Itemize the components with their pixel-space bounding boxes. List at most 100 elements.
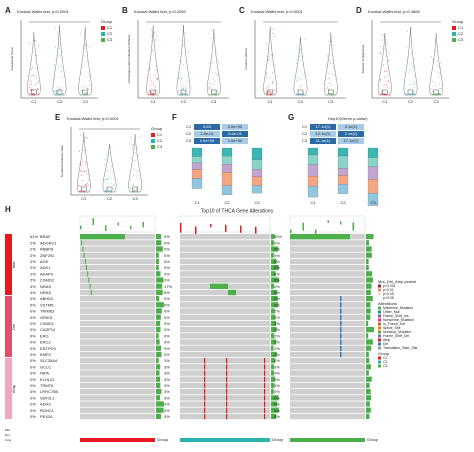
row-bar	[366, 395, 372, 401]
x-tick-label: C2	[107, 196, 113, 201]
y-axis-label: Aneuploidy Score	[10, 47, 14, 71]
legend-swatch	[101, 32, 105, 36]
point	[155, 39, 157, 41]
pct-label: 2%	[30, 278, 36, 283]
stack-segment	[251, 176, 263, 186]
point	[87, 184, 89, 186]
top-bar	[117, 222, 119, 226]
alteration	[264, 407, 266, 413]
section-label: Amp	[11, 384, 16, 393]
gene-label: SLC35A4	[40, 358, 58, 363]
legend-label: Del	[383, 342, 388, 346]
legend-label: C3	[157, 144, 163, 149]
row-bar	[271, 283, 274, 289]
cell-row	[80, 283, 155, 289]
point	[332, 94, 334, 96]
violin	[27, 32, 41, 96]
point	[131, 184, 133, 186]
point	[267, 60, 269, 62]
point	[56, 86, 58, 88]
row-bar	[156, 382, 161, 388]
point	[405, 93, 407, 95]
row-bar	[366, 364, 371, 370]
pct-label: 2%	[30, 265, 36, 270]
pct-label: 0%	[30, 414, 36, 419]
group-label: Group	[367, 437, 379, 442]
point	[87, 85, 89, 87]
legend-label: Frame_Shift_Del	[383, 334, 409, 338]
row-bar	[366, 308, 371, 314]
point	[34, 94, 36, 96]
point	[264, 92, 266, 94]
point	[55, 59, 57, 61]
point	[84, 92, 86, 94]
cell-row	[180, 364, 270, 370]
point	[80, 164, 82, 166]
pct-label: 0%	[30, 333, 36, 338]
cell-row	[180, 265, 270, 271]
legend-label: Splice_Site	[383, 326, 401, 330]
point	[130, 138, 132, 140]
pct-label: 0%	[164, 265, 170, 270]
point	[132, 144, 134, 146]
cell-row	[290, 401, 365, 407]
row-bar	[271, 395, 279, 401]
gene-label: GRIK3	[40, 315, 53, 320]
cell-row	[80, 345, 155, 351]
point	[60, 66, 62, 68]
pct-label: 61%	[30, 234, 38, 239]
point	[328, 72, 330, 74]
point	[59, 88, 61, 90]
x-tick-label: C1	[81, 196, 87, 201]
point	[87, 191, 89, 193]
x-tick-label: C2	[298, 99, 304, 104]
point	[302, 74, 304, 76]
legend-label: Missense_Mutation	[383, 306, 413, 310]
alteration	[90, 289, 92, 296]
table-cell	[338, 131, 364, 137]
cell-row	[80, 271, 155, 277]
point	[300, 69, 302, 71]
stack-segment	[367, 193, 379, 206]
point	[137, 147, 139, 149]
pct-label: 0%	[164, 315, 170, 320]
test-label: Kruskal-Wallis test, p<0.0001	[67, 116, 120, 121]
group-bar	[80, 438, 155, 442]
panel-label: E	[55, 113, 61, 122]
legend-swatch	[378, 322, 381, 326]
point	[87, 88, 89, 90]
row-bar	[271, 308, 275, 314]
pct-label: 5%	[164, 290, 170, 295]
point	[83, 140, 85, 142]
row-bar	[271, 296, 278, 302]
stack-segment	[337, 147, 349, 157]
point	[329, 79, 331, 81]
legend-label: C3	[383, 364, 388, 368]
point	[408, 69, 410, 71]
point	[267, 58, 269, 60]
point	[329, 62, 331, 64]
legend-label: p>0.05	[383, 296, 394, 300]
cell-row	[80, 252, 155, 258]
cell-row	[290, 314, 365, 320]
alteration	[340, 296, 342, 302]
cell-row	[180, 308, 270, 314]
point	[56, 33, 58, 35]
panel-label: G	[288, 113, 294, 122]
cell-row	[80, 327, 155, 333]
point	[215, 72, 217, 74]
point	[272, 54, 274, 56]
y-axis-label: Fraction Altered	[244, 48, 248, 69]
top-bar	[302, 222, 304, 231]
point	[431, 88, 433, 90]
point	[333, 36, 335, 38]
pct-label: 2%	[30, 253, 36, 258]
stack-segment	[221, 164, 233, 173]
violin	[102, 144, 117, 193]
legend-label: p<0.05	[383, 292, 394, 296]
point	[61, 76, 63, 78]
violin	[429, 33, 443, 96]
point	[86, 182, 88, 184]
point	[153, 74, 155, 76]
gene-label: EMP2	[40, 352, 52, 357]
